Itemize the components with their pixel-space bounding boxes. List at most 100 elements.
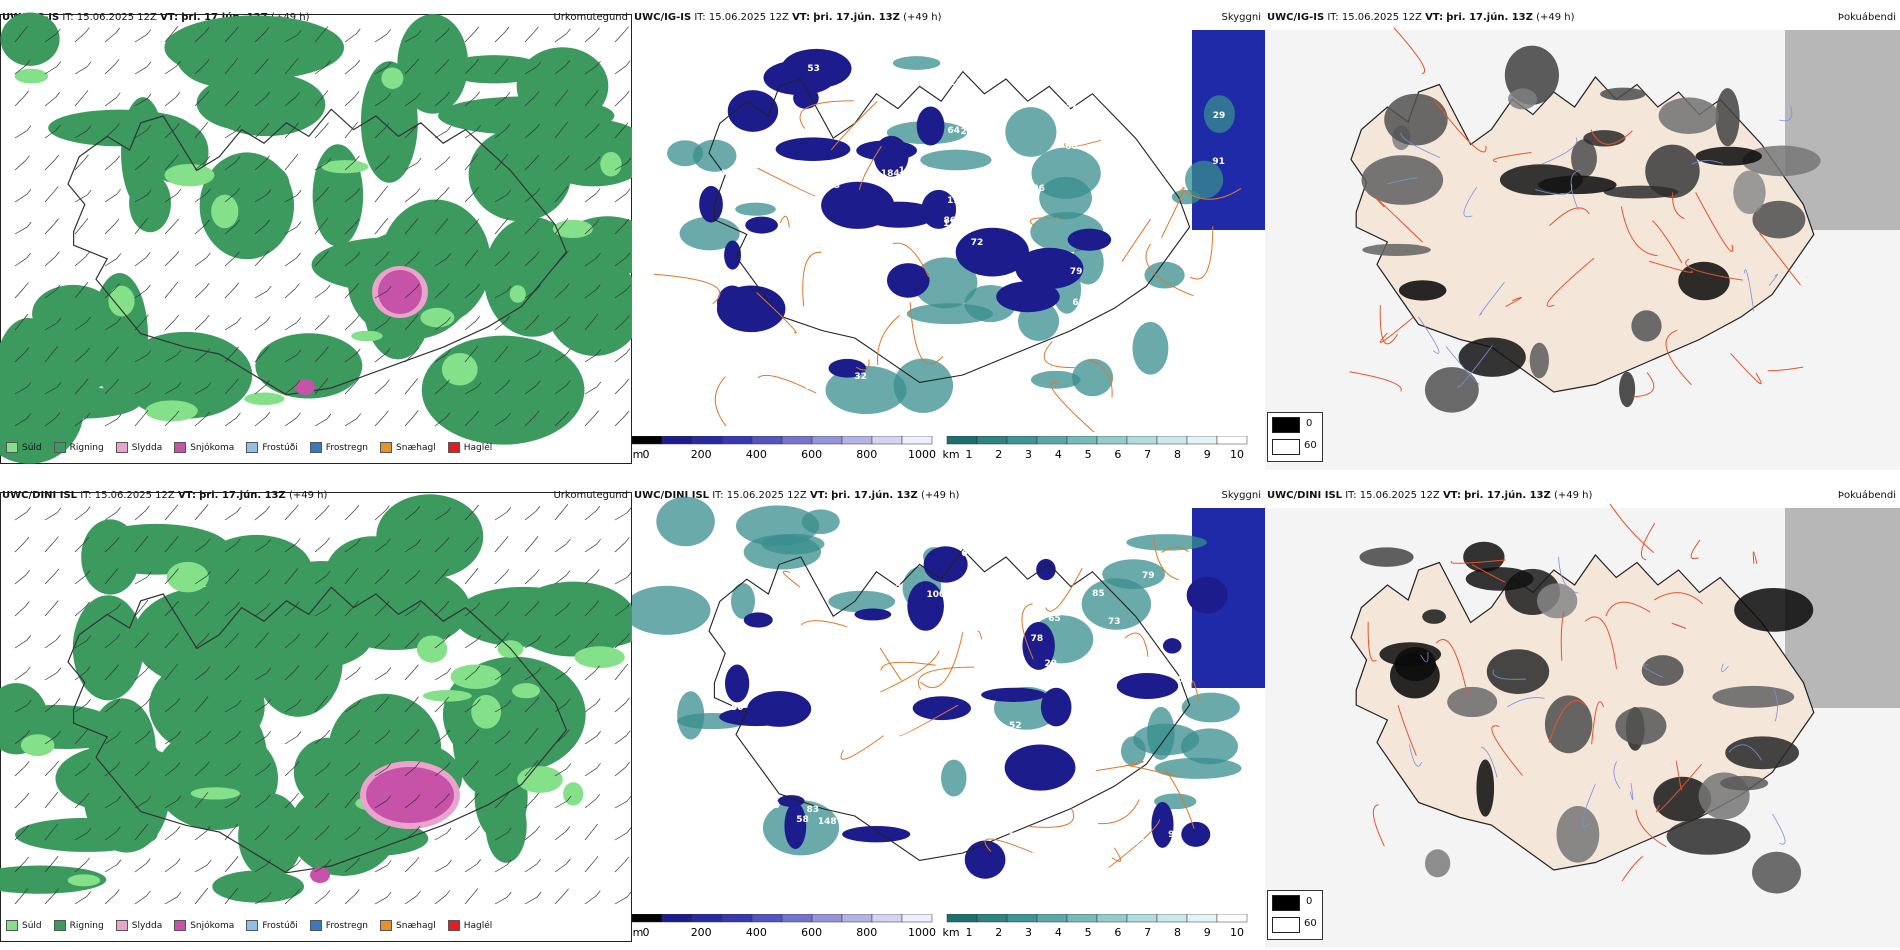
visibility-value: 52 bbox=[1009, 721, 1022, 732]
fog-map bbox=[1265, 503, 1900, 948]
wind-barb-flag bbox=[204, 283, 210, 289]
road bbox=[1730, 352, 1762, 385]
wind-barb bbox=[584, 767, 597, 777]
wind-barb-flag bbox=[324, 505, 330, 511]
wind-barb bbox=[74, 352, 86, 363]
wind-barb-flag bbox=[234, 346, 239, 352]
wind-barb bbox=[74, 703, 87, 713]
wind-barb-flag bbox=[175, 826, 181, 832]
wind-barb-flag bbox=[596, 349, 602, 355]
wind-barb bbox=[524, 797, 536, 809]
drizzle-area bbox=[517, 766, 563, 793]
wind-barb bbox=[44, 96, 57, 107]
snow-area bbox=[310, 867, 330, 883]
visibility-value: 65 bbox=[757, 361, 770, 372]
fog-area bbox=[1476, 759, 1495, 817]
wind-barb bbox=[374, 510, 386, 521]
road bbox=[1088, 359, 1113, 398]
road bbox=[1560, 611, 1565, 661]
wind-barb bbox=[554, 191, 565, 203]
wind-barb bbox=[404, 382, 415, 395]
fog-legend-white bbox=[1272, 439, 1300, 455]
wind-barb bbox=[554, 321, 567, 331]
wind-barb bbox=[434, 130, 448, 139]
wind-barb-flag bbox=[387, 860, 392, 866]
vis-cbar-tick: 9 bbox=[1204, 448, 1211, 461]
road bbox=[1045, 567, 1083, 612]
wind-barb-flag bbox=[504, 26, 510, 33]
wind-barb bbox=[254, 384, 266, 395]
wind-barb-flag bbox=[536, 635, 542, 641]
wind-barb bbox=[494, 704, 508, 713]
road bbox=[1584, 616, 1617, 670]
wind-barb-flag bbox=[443, 218, 449, 224]
wind-barb-flag bbox=[386, 61, 392, 68]
fog-area bbox=[1733, 170, 1766, 215]
road bbox=[1393, 27, 1426, 75]
wind-barb-flag bbox=[535, 187, 541, 194]
wind-barb bbox=[404, 34, 418, 43]
road bbox=[898, 704, 959, 737]
wind-barb-flag bbox=[324, 792, 330, 799]
road bbox=[1021, 603, 1034, 660]
wind-barb bbox=[404, 734, 416, 745]
wind-barb bbox=[584, 637, 596, 649]
wind-barb-flag bbox=[416, 890, 421, 897]
wind-barb bbox=[374, 34, 387, 43]
wind-barb bbox=[164, 767, 177, 777]
legend-label: Snjókoma bbox=[190, 442, 235, 453]
wind-barb bbox=[104, 894, 116, 905]
road bbox=[1652, 220, 1683, 264]
panel-header: UWC/DINI ISL IT: 15.06.2025 12Z VT: þri.… bbox=[2, 490, 327, 501]
wind-barb-flag bbox=[353, 567, 359, 574]
valid-time: þri. 17.jún. 13Z bbox=[831, 490, 918, 501]
wind-barb-flag bbox=[534, 218, 540, 225]
wind-barb-flag bbox=[85, 27, 90, 33]
fog-area bbox=[1666, 818, 1751, 855]
wind-barb-flag bbox=[233, 57, 239, 64]
wind-barb-flag bbox=[445, 379, 450, 385]
wind-barb bbox=[554, 94, 565, 107]
wind-barb-flag bbox=[536, 284, 541, 291]
wind-barb-flag bbox=[54, 154, 60, 161]
wind-barb bbox=[44, 322, 58, 331]
wind-barb bbox=[554, 543, 567, 553]
wind-barb-flag bbox=[235, 251, 240, 257]
road bbox=[1029, 808, 1075, 828]
drizzle-area bbox=[20, 734, 55, 757]
wind-barb-flag bbox=[204, 633, 210, 639]
wind-barb-flag bbox=[445, 729, 450, 736]
wind-barb bbox=[254, 896, 268, 905]
wind-barb bbox=[164, 159, 175, 171]
drizzle-area bbox=[166, 561, 209, 593]
river bbox=[1728, 744, 1763, 761]
wind-barb bbox=[344, 126, 354, 139]
cloud-base-area bbox=[873, 135, 909, 177]
wind-barb-flag bbox=[236, 125, 242, 131]
wind-barb-flag bbox=[83, 90, 89, 96]
wind-barb-flag bbox=[86, 125, 92, 131]
visibility-value: 45 bbox=[1060, 678, 1074, 689]
road bbox=[1690, 539, 1701, 560]
wind-barb-flag bbox=[115, 283, 120, 289]
cloud-cbar-unit: m bbox=[633, 926, 644, 939]
wind-barb bbox=[434, 96, 446, 107]
wind-barb-flag bbox=[446, 667, 452, 674]
wind-barb-flag bbox=[203, 696, 209, 702]
river bbox=[1643, 664, 1664, 678]
road bbox=[653, 273, 721, 305]
road bbox=[756, 292, 797, 334]
wind-barb bbox=[254, 735, 267, 745]
precip-map bbox=[0, 494, 632, 905]
wind-barb bbox=[44, 386, 58, 395]
visibility-area bbox=[1005, 107, 1057, 157]
wind-barb-flag bbox=[234, 26, 239, 32]
legend-label: Slydda bbox=[131, 442, 163, 453]
wind-barb bbox=[254, 32, 266, 43]
wind-barb-flag bbox=[174, 632, 179, 638]
legend-label: Haglél bbox=[463, 920, 493, 931]
visibility-value: 41 bbox=[756, 345, 770, 356]
wind-barb-flag bbox=[203, 121, 209, 128]
visibility-value: 126 bbox=[943, 219, 962, 230]
rain-area bbox=[312, 144, 364, 247]
